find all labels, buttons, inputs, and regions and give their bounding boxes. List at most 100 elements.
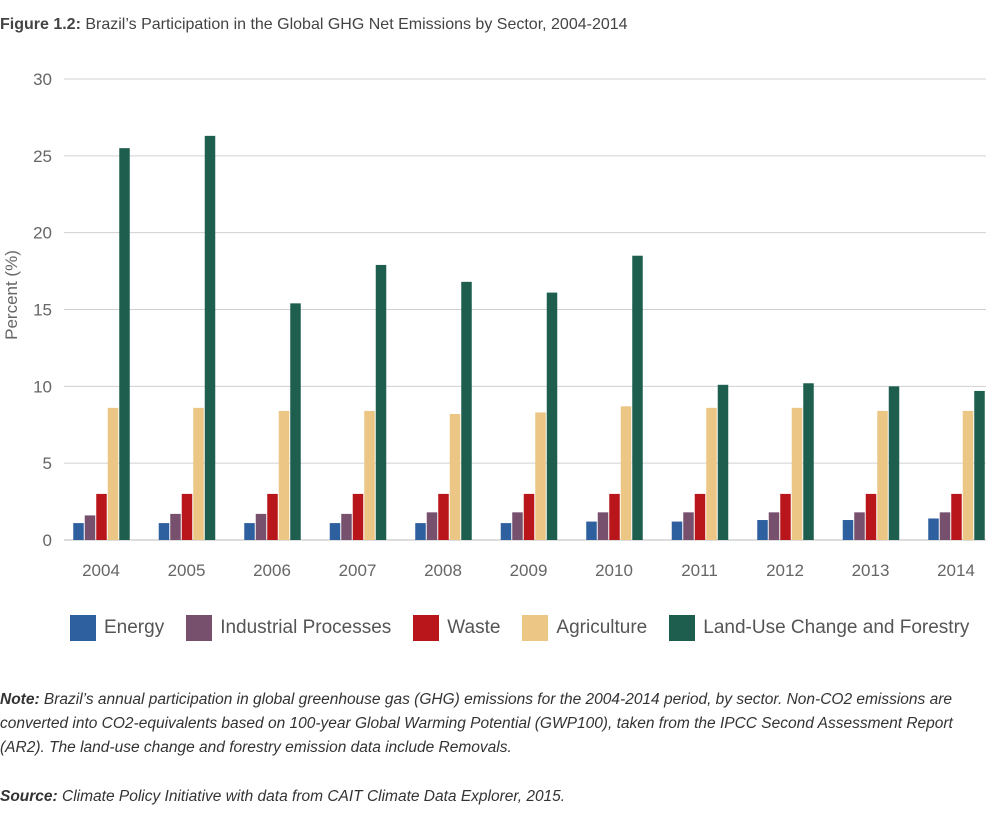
bar-energy-2011 (671, 521, 683, 540)
bar-agriculture-2004 (107, 407, 119, 540)
bar-land-use-change-and-forestry-2007 (375, 264, 387, 540)
x-axis-ticks: 2004 2005 2006 2007 2008 2009 2010 2011 2012 2013… (82, 561, 975, 580)
bar-waste-2010 (609, 493, 620, 540)
legend: Energy Industrial Processes Waste Agricultu… (70, 613, 986, 643)
bar-industrial-processes-2006 (255, 513, 267, 540)
x-tick-label: 2006 (253, 561, 291, 580)
bar-agriculture-2010 (620, 406, 632, 540)
bar-land-use-change-and-forestry-2008 (461, 281, 472, 540)
bar-waste-2007 (352, 493, 364, 540)
bar-industrial-processes-2004 (84, 515, 96, 540)
legend-swatch (669, 615, 696, 641)
figure-note: Note: Brazil’s annual participation in g… (0, 688, 980, 760)
bar-chart: 0 5 10 15 20 25 30 2004 2005 2006 2007 2008 2009 201… (2, 70, 986, 580)
figure-label: Figure 1.2: (0, 16, 81, 33)
bar-waste-2009 (523, 493, 535, 540)
bar-land-use-change-and-forestry-2014 (974, 390, 985, 540)
bar-waste-2004 (96, 493, 107, 540)
legend-swatch (186, 615, 213, 641)
bar-industrial-processes-2011 (683, 512, 694, 540)
x-tick-label: 2005 (168, 561, 206, 580)
legend-item: Industrial Processes (186, 615, 391, 641)
bar-energy-2013 (842, 520, 854, 540)
y-tick-label: 5 (43, 454, 52, 473)
bar-agriculture-2005 (193, 407, 204, 540)
bar-agriculture-2013 (877, 410, 888, 540)
legend-item: Land-Use Change and Forestry (669, 615, 969, 641)
bar-industrial-processes-2007 (341, 513, 352, 540)
y-tick-label: 30 (33, 70, 52, 89)
x-tick-label: 2012 (766, 561, 804, 580)
bar-land-use-change-and-forestry-2013 (888, 386, 900, 540)
figure-title-text: Brazil’s Participation in the Global GHG… (80, 16, 628, 33)
bar-waste-2014 (951, 493, 962, 540)
y-tick-label: 20 (33, 224, 52, 243)
bar-industrial-processes-2010 (597, 512, 609, 540)
legend-swatch (413, 615, 440, 641)
legend-item: Energy (70, 615, 164, 641)
bar-waste-2011 (694, 493, 706, 540)
bar-energy-2008 (415, 523, 426, 540)
legend-swatch (70, 615, 96, 641)
figure-title: Figure 1.2: Brazil’s Participation in th… (0, 16, 628, 34)
y-axis-label: Percent (%) (2, 250, 21, 340)
bar-industrial-processes-2012 (768, 512, 780, 540)
bar-waste-2005 (181, 493, 193, 540)
bar-agriculture-2012 (791, 407, 803, 540)
legend-label: Energy (104, 617, 165, 638)
bar-energy-2014 (928, 518, 939, 540)
source-text: Climate Policy Initiative with data from… (57, 788, 566, 805)
x-tick-label: 2007 (339, 561, 377, 580)
bar-energy-2007 (329, 523, 341, 540)
legend-swatch (522, 615, 549, 641)
bar-industrial-processes-2013 (854, 512, 865, 540)
bar-waste-2008 (438, 493, 449, 540)
legend-label: Industrial Processes (220, 617, 392, 638)
bar-energy-2006 (244, 523, 255, 540)
x-tick-label: 2008 (424, 561, 462, 580)
bar-land-use-change-and-forestry-2011 (717, 384, 729, 540)
bars (73, 135, 985, 540)
bar-land-use-change-and-forestry-2009 (546, 292, 558, 540)
y-tick-label: 0 (43, 531, 52, 550)
x-tick-label: 2013 (852, 561, 890, 580)
legend-item: Waste (413, 615, 500, 641)
y-tick-label: 15 (33, 301, 52, 320)
bar-agriculture-2007 (364, 410, 375, 540)
y-axis-ticks: 0 5 10 15 20 25 30 (33, 70, 52, 550)
bar-industrial-processes-2008 (426, 512, 438, 540)
bar-agriculture-2008 (449, 413, 461, 540)
bar-waste-2012 (780, 493, 791, 540)
note-label: Note: (0, 691, 40, 708)
bar-land-use-change-and-forestry-2005 (204, 135, 216, 540)
bar-agriculture-2006 (278, 410, 290, 540)
bar-land-use-change-and-forestry-2004 (119, 148, 130, 540)
bar-waste-2006 (267, 493, 278, 540)
x-tick-label: 2010 (595, 561, 633, 580)
x-tick-label: 2004 (82, 561, 120, 580)
bar-energy-2005 (158, 523, 170, 540)
bar-energy-2010 (586, 521, 597, 540)
legend-label: Waste (447, 617, 501, 638)
legend-label: Land-Use Change and Forestry (703, 617, 970, 638)
bar-land-use-change-and-forestry-2006 (290, 303, 301, 540)
figure-source: Source: Climate Policy Initiative with d… (0, 788, 565, 806)
x-tick-label: 2014 (937, 561, 975, 580)
bar-land-use-change-and-forestry-2010 (632, 255, 643, 540)
bar-agriculture-2011 (706, 407, 717, 540)
bar-agriculture-2009 (535, 412, 546, 540)
y-tick-label: 10 (33, 377, 52, 396)
legend-label: Agriculture (556, 617, 648, 638)
bar-industrial-processes-2009 (512, 512, 523, 540)
bar-industrial-processes-2014 (939, 512, 951, 540)
bar-energy-2004 (73, 523, 84, 540)
y-tick-label: 25 (33, 147, 52, 166)
bar-energy-2012 (757, 520, 768, 540)
bar-land-use-change-and-forestry-2012 (803, 383, 814, 540)
source-label: Source: (0, 788, 58, 805)
bar-industrial-processes-2005 (170, 513, 181, 540)
bar-waste-2013 (865, 493, 877, 540)
bar-energy-2009 (500, 523, 512, 540)
legend-item: Agriculture (522, 615, 647, 641)
x-tick-label: 2009 (510, 561, 548, 580)
